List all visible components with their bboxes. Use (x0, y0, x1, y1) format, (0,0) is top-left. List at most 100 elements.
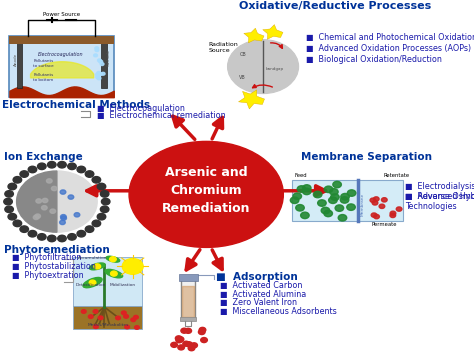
Circle shape (28, 230, 36, 237)
Text: ■  Activated Alumina: ■ Activated Alumina (220, 290, 307, 299)
Circle shape (51, 186, 57, 191)
FancyBboxPatch shape (181, 277, 195, 319)
Circle shape (93, 310, 98, 313)
Circle shape (5, 191, 13, 197)
FancyBboxPatch shape (9, 36, 114, 44)
Circle shape (390, 213, 396, 217)
Circle shape (4, 198, 12, 205)
Ellipse shape (106, 256, 120, 262)
Circle shape (110, 271, 117, 276)
Circle shape (37, 234, 46, 240)
Circle shape (297, 186, 306, 192)
Polygon shape (263, 24, 283, 39)
Circle shape (50, 209, 55, 213)
Circle shape (61, 215, 66, 219)
Circle shape (85, 171, 94, 177)
Circle shape (374, 215, 379, 219)
Circle shape (99, 60, 103, 63)
Circle shape (92, 220, 100, 227)
Text: Membrane: Membrane (361, 193, 365, 216)
Circle shape (68, 163, 76, 170)
Circle shape (36, 199, 42, 203)
Text: ■  Phytofiltration: ■ Phytofiltration (12, 253, 81, 262)
Circle shape (41, 206, 47, 210)
Text: Phytoremediation: Phytoremediation (4, 245, 109, 255)
Circle shape (335, 205, 344, 211)
Circle shape (302, 188, 311, 195)
Wedge shape (57, 171, 97, 232)
Text: Oxidative/Reductive Processes: Oxidative/Reductive Processes (239, 1, 432, 11)
Circle shape (175, 336, 182, 341)
Circle shape (97, 183, 106, 190)
Circle shape (186, 342, 192, 347)
Circle shape (324, 210, 332, 217)
Circle shape (20, 226, 28, 233)
Circle shape (99, 73, 102, 76)
Circle shape (131, 318, 136, 321)
Ellipse shape (129, 141, 283, 247)
Circle shape (60, 220, 65, 225)
Circle shape (181, 328, 188, 333)
Text: Power Source: Power Source (43, 12, 80, 17)
Circle shape (94, 264, 100, 269)
Circle shape (228, 40, 299, 94)
Circle shape (100, 206, 109, 212)
Text: Metals/Metabolites: Metals/Metabolites (87, 323, 128, 327)
Circle shape (185, 328, 191, 333)
Circle shape (338, 215, 347, 221)
FancyBboxPatch shape (73, 306, 142, 329)
Circle shape (371, 213, 377, 217)
Circle shape (98, 316, 103, 320)
Text: ■  Phytoextration: ■ Phytoextration (12, 271, 83, 280)
FancyBboxPatch shape (9, 36, 114, 97)
Circle shape (122, 258, 143, 274)
Circle shape (96, 73, 100, 76)
Circle shape (61, 216, 66, 220)
FancyBboxPatch shape (73, 257, 142, 306)
Text: CB: CB (239, 52, 246, 57)
Circle shape (390, 211, 396, 216)
FancyBboxPatch shape (179, 274, 198, 281)
Circle shape (58, 235, 66, 242)
Circle shape (178, 345, 184, 350)
Circle shape (58, 162, 66, 168)
Text: ■  Electrochemical remediation: ■ Electrochemical remediation (97, 111, 226, 120)
Circle shape (20, 171, 28, 177)
Circle shape (313, 191, 322, 198)
Circle shape (77, 230, 85, 237)
Circle shape (176, 338, 182, 343)
Circle shape (125, 325, 129, 329)
Circle shape (329, 189, 338, 195)
Circle shape (188, 346, 195, 351)
Circle shape (93, 325, 98, 328)
FancyBboxPatch shape (292, 180, 403, 221)
Ellipse shape (105, 269, 123, 278)
Circle shape (177, 337, 184, 342)
Text: ■  Activated Carbon: ■ Activated Carbon (220, 281, 303, 290)
Circle shape (77, 166, 86, 173)
Circle shape (74, 213, 80, 217)
Text: Permeate: Permeate (372, 222, 397, 227)
Text: Retentate: Retentate (384, 173, 410, 178)
Circle shape (121, 311, 126, 315)
Circle shape (331, 194, 339, 200)
Circle shape (109, 257, 116, 262)
Circle shape (35, 214, 40, 218)
Circle shape (96, 76, 100, 78)
Circle shape (46, 179, 52, 183)
Ellipse shape (83, 278, 102, 288)
Text: ■  Phytostabilization: ■ Phytostabilization (12, 262, 96, 271)
Text: Pollutants
to bottom: Pollutants to bottom (33, 73, 54, 82)
Text: ■  Electrocoagulation: ■ Electrocoagulation (97, 104, 185, 113)
Text: Feed: Feed (294, 173, 307, 178)
Circle shape (171, 342, 177, 347)
Circle shape (88, 315, 93, 319)
Text: VB: VB (239, 75, 246, 80)
Text: Accumulation: Accumulation (78, 256, 108, 260)
Text: Arsenic and
Chromium
Remediation: Arsenic and Chromium Remediation (162, 166, 250, 215)
Circle shape (382, 198, 387, 202)
Circle shape (347, 204, 356, 210)
Circle shape (318, 200, 326, 206)
Text: ■  Adsorption: ■ Adsorption (216, 272, 297, 282)
Circle shape (293, 193, 301, 199)
